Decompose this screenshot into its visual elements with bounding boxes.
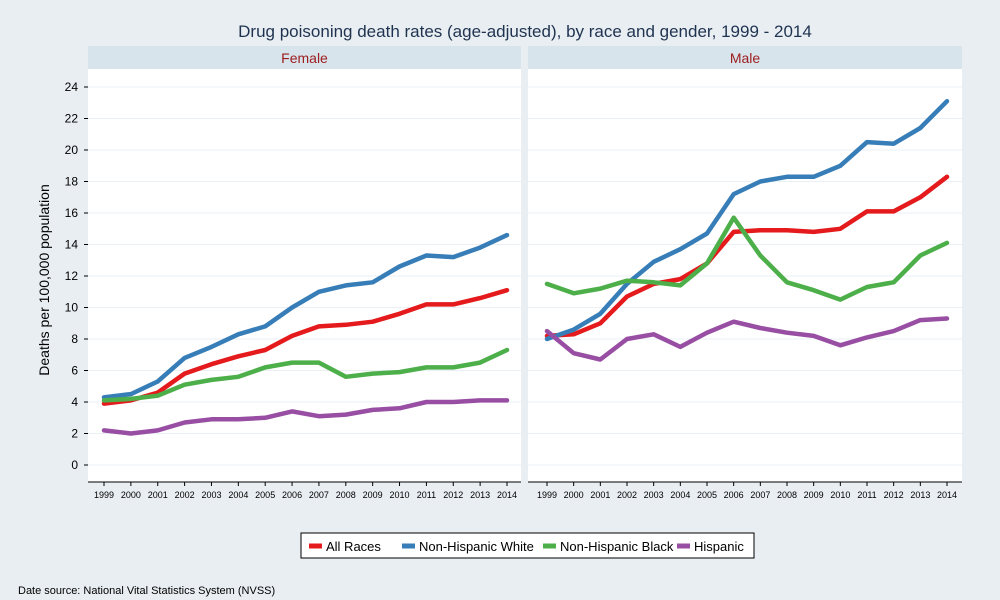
chart-title: Drug poisoning death rates (age-adjusted… [238, 22, 812, 41]
x-tick-label: 2006 [282, 490, 302, 500]
x-tick-label: 2005 [255, 490, 275, 500]
y-tick-label: 22 [65, 112, 79, 126]
legend: All Races Non-Hispanic White Non-Hispanic … [300, 532, 755, 559]
series-line-male-all-races [544, 174, 950, 339]
x-tick-label: 2004 [670, 490, 690, 500]
legend-label: All Races [326, 539, 381, 554]
series-line-female-non-hispanic-black [101, 347, 510, 403]
panel-header [88, 46, 521, 69]
legend-label: Non-Hispanic White [419, 539, 534, 554]
x-tick-label: 2009 [804, 490, 824, 500]
series-line-female-hispanic [101, 398, 510, 436]
x-tick-label: 2014 [937, 490, 957, 500]
y-tick-label: 6 [71, 364, 78, 378]
y-tick-label: 20 [65, 143, 79, 157]
x-tick-label: 2011 [857, 490, 876, 500]
x-tick-label: 2011 [417, 490, 436, 500]
y-tick-label: 10 [65, 301, 79, 315]
y-tick-label: 16 [65, 206, 79, 220]
x-tick-label: 2009 [363, 490, 383, 500]
x-tick-label: 2004 [228, 490, 248, 500]
x-tick-label: 2003 [644, 490, 664, 500]
panel-title-male: Male [730, 50, 761, 66]
x-tick-label: 2013 [910, 490, 930, 500]
y-tick-label: 4 [71, 395, 78, 409]
x-tick-label: 2012 [884, 490, 904, 500]
x-tick-label: 2014 [497, 490, 517, 500]
series-line-female-all-races [101, 287, 510, 406]
x-tick-label: 2007 [309, 490, 329, 500]
series-line-male-non-hispanic-white [544, 98, 950, 342]
x-tick-label: 2002 [175, 490, 195, 500]
y-tick-label: 0 [71, 458, 78, 472]
panel-male: Male 1999 2000 2001 2002 2003 2004 2005 2006 2007… [528, 46, 962, 500]
x-tick-label: 2008 [777, 490, 797, 500]
panel-title-female: Female [281, 50, 328, 66]
y-tick-label: 18 [65, 175, 79, 189]
x-tick-label: 2007 [750, 490, 770, 500]
x-tick-label: 2001 [590, 490, 610, 500]
x-tick-label: 2008 [336, 490, 356, 500]
x-tick-label: 2000 [564, 490, 584, 500]
x-tick-label: 2001 [148, 490, 168, 500]
series-line-female-non-hispanic-white [101, 232, 510, 400]
y-tick-label: 2 [71, 427, 78, 441]
legend-label: Non-Hispanic Black [560, 539, 674, 554]
y-tick-label: 8 [71, 332, 78, 346]
legend-label: Hispanic [694, 539, 744, 554]
y-tick-label: 12 [65, 269, 79, 283]
x-tick-label: 2012 [443, 490, 463, 500]
x-tick-label: 2010 [390, 490, 410, 500]
x-tick-label: 2003 [201, 490, 221, 500]
y-tick-label: 24 [65, 80, 79, 94]
data-source-note: Date source: National Vital Statistics S… [18, 585, 275, 597]
x-tick-label: 1999 [537, 490, 557, 500]
series-line-male-hispanic [544, 316, 950, 362]
y-axis-label: Deaths per 100,000 population [36, 184, 52, 375]
y-tick-label: 14 [65, 238, 79, 252]
x-tick-label: 2002 [617, 490, 637, 500]
panel-female: Female 1999 2000 2001 2002 2003 2004 2005 2006 20… [88, 46, 521, 500]
x-tick-label: 2006 [724, 490, 744, 500]
x-tick-label: 2005 [697, 490, 717, 500]
x-tick-label: 2010 [830, 490, 850, 500]
x-tick-label: 1999 [94, 490, 114, 500]
series-line-male-non-hispanic-black [544, 215, 950, 302]
panel-header [528, 46, 962, 69]
x-tick-label: 2013 [470, 490, 490, 500]
x-tick-label: 2000 [121, 490, 141, 500]
